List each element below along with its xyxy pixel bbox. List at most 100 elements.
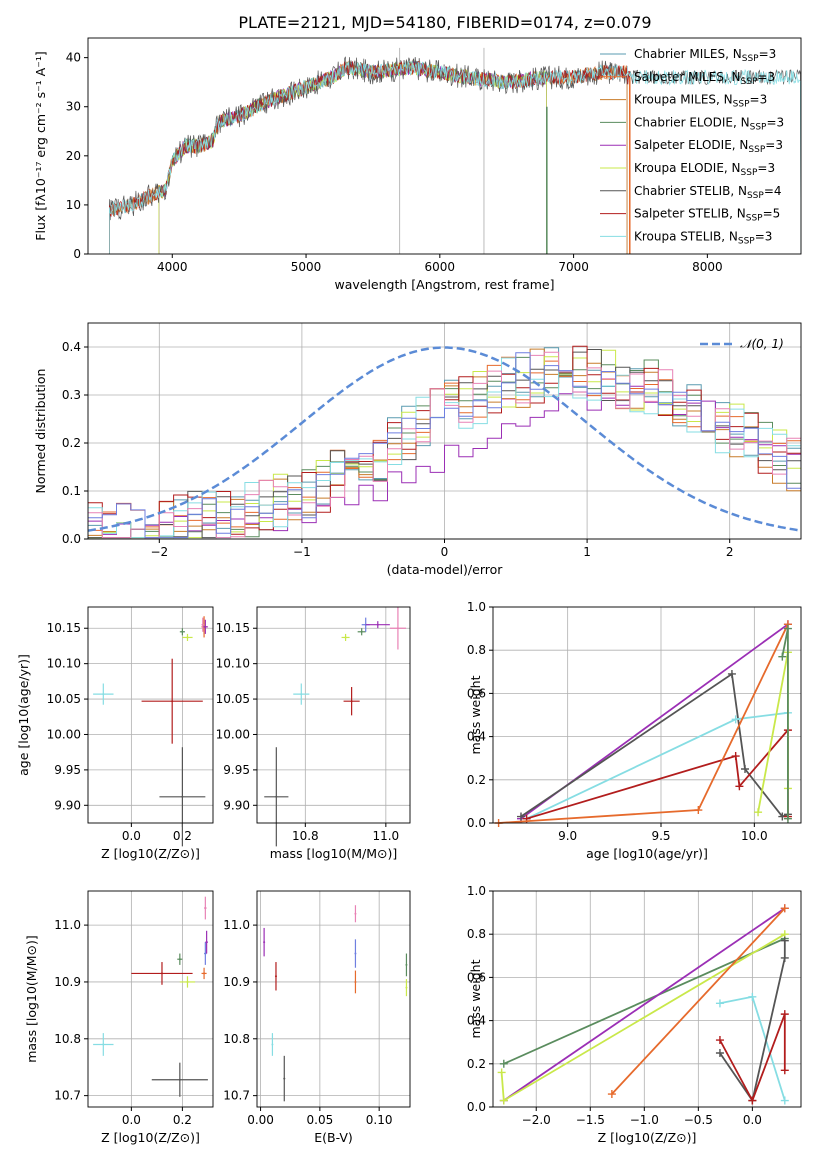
spectrum-krou_elodie (158, 60, 548, 254)
y-tick-label: 10.8 (54, 1032, 81, 1046)
series-chab_stelib-marker (517, 812, 525, 821)
series-salp_miles-marker (694, 806, 703, 815)
point-0 (102, 693, 105, 696)
point-1 (271, 1043, 274, 1046)
series-chab_stelib-marker (780, 953, 789, 962)
series-krou_stelib (526, 711, 789, 820)
spectra-group (109, 47, 801, 254)
y-tick-label: 10.9 (54, 975, 81, 989)
legend-entry: Chabrier STELIB, NSSP=4 (634, 184, 782, 201)
legend-entry: Salpeter ELODIE, NSSP=3 (634, 138, 783, 155)
y-tick-label: 11.0 (223, 918, 250, 932)
series-salp_miles-marker (780, 904, 789, 913)
y-tick-label: 0.6 (467, 970, 486, 984)
spectrum-chab_miles (109, 60, 628, 254)
legend-entry: Chabrier MILES, NSSP=3 (634, 47, 776, 64)
x-axis-label: Z [log10(Z/Z⊙)] (101, 1130, 200, 1145)
histograms-group (88, 345, 801, 539)
series-krou_stelib-marker (715, 999, 724, 1008)
point-6 (354, 980, 357, 983)
point-6 (204, 625, 207, 628)
series-krou_stelib-marker (748, 992, 757, 1001)
x-tick-label: 2 (726, 545, 734, 559)
series-krou_stelib-marker (780, 1096, 789, 1105)
series-krou_stelib-marker (731, 715, 740, 724)
x-tick-label: −2 (150, 545, 168, 559)
x-axis-label: Z [log10(Z/Z⊙)] (598, 1130, 697, 1145)
x-tick-label: 0.0 (743, 1113, 762, 1127)
x-tick-label: 9.5 (651, 829, 670, 843)
panel-mass_vs_Z: 0.0 0.2 10.7 10.8 10.9 11.0 Z [log10(Z/Z⊙)] mas… (24, 890, 214, 1145)
x-tick-label: 0.05 (307, 1113, 334, 1127)
x-tick-label: 8000 (692, 260, 723, 274)
x-tick-label: 11.0 (372, 829, 399, 843)
series-salp_stelib-marker (735, 782, 744, 791)
axes-frame (256, 606, 411, 824)
histogram-blue (88, 352, 801, 539)
axes-frame (492, 890, 802, 1108)
y-tick-label: 40 (66, 51, 81, 65)
series-chab_stelib-marker (727, 669, 736, 678)
point-1 (171, 700, 174, 703)
y-tick-label: 0.4 (467, 730, 486, 744)
series-salp_stelib (719, 1013, 786, 1103)
spectrum-salp_stelib (109, 60, 631, 254)
legend-entry: Kroupa MILES, NSSP=3 (634, 93, 767, 110)
point-7 (201, 623, 204, 626)
series-chab_stelib-marker (780, 936, 789, 945)
point-7 (396, 627, 399, 630)
series-salp_stelib-marker (731, 752, 740, 761)
spectrum-krou_miles (109, 61, 628, 254)
legend-entry: Kroupa STELIB, NSSP=3 (634, 229, 772, 246)
point-3 (274, 975, 277, 978)
x-tick-label: 7000 (558, 260, 589, 274)
spectrum-chab_stelib (109, 56, 801, 254)
spectrum-salp_miles (109, 59, 628, 254)
legend-entry: Salpeter STELIB, NSSP=5 (634, 207, 780, 224)
point-2 (275, 795, 278, 798)
axes-frame (87, 606, 214, 824)
y-tick-label: 10.05 (47, 692, 81, 706)
series-salp_stelib-marker (748, 1096, 757, 1105)
series-chab_stelib-marker (741, 765, 749, 773)
axes-frame (87, 322, 802, 540)
point-2 (178, 1078, 181, 1081)
point-4 (178, 958, 181, 961)
point-0 (300, 693, 303, 696)
x-tick-label: −1 (293, 545, 311, 559)
y-tick-label: 9.95 (54, 763, 81, 777)
point-2 (181, 795, 184, 798)
point-4 (360, 630, 363, 633)
series-chab_stelib (719, 940, 786, 1103)
series-salp_stelib-marker (780, 1066, 789, 1075)
y-tick-label: 10.7 (223, 1089, 250, 1103)
point-3 (344, 636, 347, 639)
panel-mass_weight_vs_age: 9.0 9.5 10.0 0.0 0.2 0.4 0.6 0.8 1.0 age [log10(a… (467, 600, 802, 861)
y-axis-label: mass weight (468, 959, 483, 1038)
spectrum-salp_elodie (158, 60, 548, 254)
series-salp_stelib (526, 727, 789, 820)
series-krou_elodie (500, 933, 786, 1103)
y-tick-label: 10.9 (223, 975, 250, 989)
series-chab_elodie-marker (778, 652, 787, 661)
y-tick-label: 0.6 (467, 686, 486, 700)
y-tick-label: 0.1 (62, 484, 81, 498)
panel-mass_vs_ebv: 0.00 0.05 0.10 10.7 10.8 10.9 11.0 E(B-V) (223, 890, 411, 1145)
point-3 (186, 980, 189, 983)
y-tick-label: 9.95 (223, 763, 250, 777)
point-8 (405, 986, 408, 989)
y-tick-label: 0.8 (467, 643, 486, 657)
x-tick-label: −1.5 (576, 1113, 605, 1127)
x-tick-label: 0.0 (122, 1113, 141, 1127)
y-tick-label: 0.3 (62, 388, 81, 402)
x-tick-label: 0.0 (122, 829, 141, 843)
x-tick-label: 0.00 (247, 1113, 274, 1127)
x-tick-label: 10.8 (292, 829, 319, 843)
panel-mass_weight_vs_Z: −2.0 −1.5 −1.0 −0.5 0.0 0.0 0.2 0.4 0.6 0.8 1.0 Z [… (467, 884, 802, 1145)
y-tick-label: 10.15 (47, 621, 81, 635)
x-tick-label: 10.0 (741, 829, 768, 843)
y-tick-label: 10.05 (216, 692, 250, 706)
x-tick-label: 5000 (291, 260, 322, 274)
y-tick-label: 0.2 (62, 436, 81, 450)
panel-residuals: −2 −1 0 1 2 0.0 0.1 0.2 0.3 0.4 (data-model)/error… (33, 322, 802, 577)
